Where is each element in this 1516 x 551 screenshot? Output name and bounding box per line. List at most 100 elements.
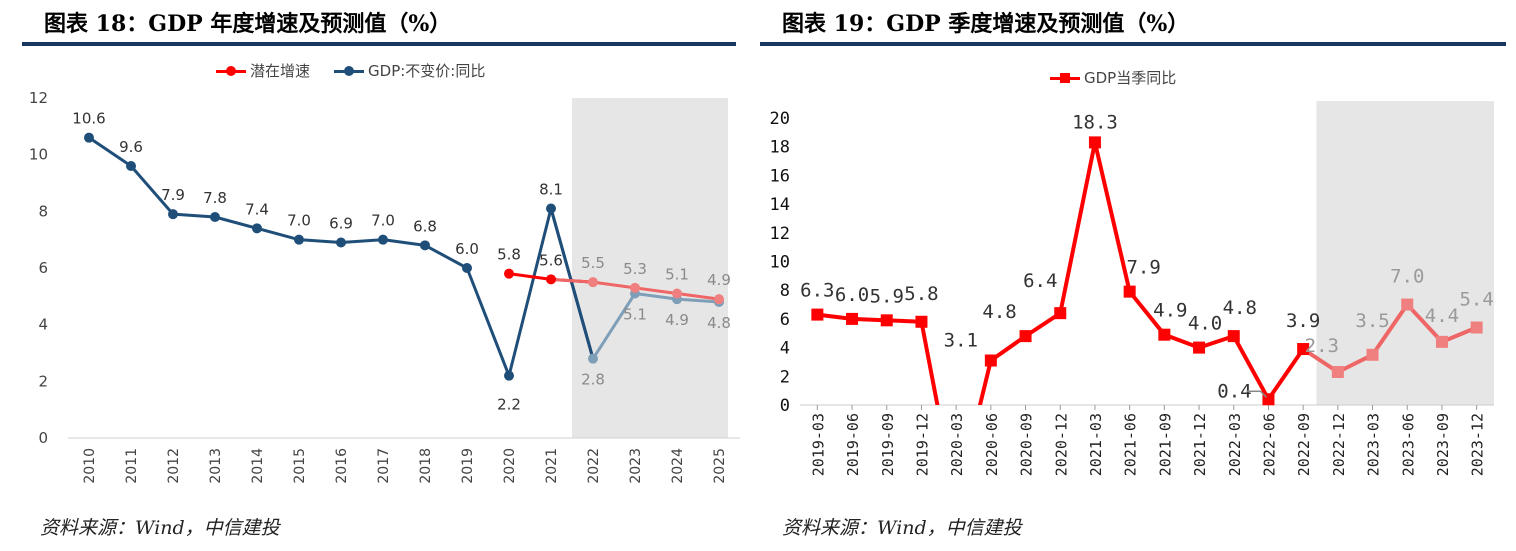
legend-label-gdp-quarterly: GDP当季同比 [1084, 69, 1177, 87]
potential-growth-data-label: 5.8 [497, 246, 521, 264]
x-tick-label: 2024 [670, 448, 686, 484]
x-tick-label: 2016 [334, 448, 350, 484]
x-tick-label: 2022-12 [1330, 413, 1348, 476]
gdp-quarterly-data-label: 4.8 [1223, 297, 1257, 319]
gdp-quarterly-point [1019, 330, 1032, 343]
gdp-quarterly-data-label: 7.0 [1390, 266, 1424, 288]
x-tick-label: 2022 [586, 448, 602, 484]
gdp-yoy-forecast-segment [591, 292, 637, 360]
potential-growth-line-segment [508, 272, 552, 281]
gdp-quarterly-line-segment [1266, 347, 1305, 401]
forecast-shade [1316, 101, 1494, 405]
x-tick-label: 2021-06 [1122, 413, 1140, 476]
gdp-quarterly-line-segment [1405, 303, 1444, 344]
gdp-yoy-point [252, 223, 262, 234]
gdp-quarterly-line-segment [1058, 141, 1097, 314]
legend-label-gdp-yoy: GDP:不变价:同比 [368, 62, 486, 80]
gdp-yoy-data-label: 2.8 [581, 371, 605, 389]
gdp-quarterly-data-label: 2.3 [1305, 335, 1339, 357]
potential-growth-point [672, 288, 682, 299]
gdp-quarterly-data-label: 7.9 [1126, 257, 1160, 279]
y-tick-label: 12 [29, 89, 48, 107]
gdp-yoy-data-label: 7.4 [245, 200, 269, 218]
x-tick-label: 2019-03 [809, 413, 827, 476]
gdp-yoy-point [462, 263, 472, 273]
gdp-quarterly-data-label: 4.8 [982, 301, 1016, 323]
potential-growth-data-label: 5.5 [581, 254, 605, 272]
gdp-quarterly-line-segment [1128, 290, 1166, 336]
gdp-quarterly-point [1297, 343, 1310, 356]
chart-title-quarterly: 图表 19：GDP 季度增速及预测值（%） [782, 11, 1190, 37]
x-tick-label: 2019-09 [879, 413, 897, 476]
gdp-yoy-point [546, 203, 556, 214]
gdp-quarterly-data-label: 6.3 [800, 280, 834, 302]
potential-growth-data-label: 5.3 [623, 260, 647, 278]
x-tick-label: 2021-09 [1156, 413, 1174, 476]
x-tick-label: 2023 [628, 448, 644, 484]
legend-item-gdp-yoy: GDP:不变价:同比 [334, 60, 485, 81]
gdp-yoy-line-segment [549, 208, 595, 360]
x-tick-label: 2025 [712, 448, 728, 484]
gdp-yoy-data-label: 4.9 [665, 311, 689, 329]
potential-growth-data-label: 5.6 [539, 251, 563, 269]
potential-growth-point [630, 282, 640, 293]
x-tick-label: 2021 [544, 448, 560, 484]
gdp-quarterly-point [1470, 321, 1483, 334]
potential-growth-forecast-segment [676, 292, 720, 301]
potential-growth-data-label: 4.9 [707, 271, 731, 289]
gdp-yoy-point [588, 353, 598, 364]
gdp-quarterly-data-label: 6.0 [835, 284, 869, 306]
gdp-quarterly-point [1088, 136, 1101, 149]
gdp-yoy-line-segment [340, 238, 384, 244]
gdp-yoy-data-label: 6.9 [329, 215, 353, 233]
gdp-yoy-data-label: 8.1 [539, 181, 563, 199]
gdp-quarterly-data-label: 3.9 [1286, 310, 1320, 332]
x-tick-label: 2020-12 [1052, 413, 1070, 476]
source-note-right: 资料来源：Wind，中信建投 [782, 517, 1022, 539]
gdp-yoy-line-segment [382, 238, 426, 247]
potential-growth-forecast-segment [592, 280, 636, 290]
x-tick-label: 2020-03 [948, 413, 966, 476]
y-tick-label: 10 [29, 146, 48, 164]
gdp-yoy-line-segment [256, 226, 300, 242]
gdp-yoy-data-label: 2.2 [497, 396, 521, 414]
gdp-yoy-line-segment [424, 244, 468, 270]
gdp-yoy-data-label: 5.1 [623, 306, 647, 324]
gdp-yoy-line-segment [88, 136, 132, 168]
gdp-yoy-point [294, 234, 304, 245]
gdp-yoy-data-label: 7.0 [287, 212, 311, 230]
annual-gdp-panel: 图表 18：GDP 年度增速及预测值（%） 0 2 4 6 8 10 12 2010 2011 2… [22, 11, 740, 539]
y-tick-label: 2 [38, 372, 48, 390]
gdp-yoy-data-label: 7.8 [203, 189, 227, 207]
gdp-yoy-data-label: 9.6 [119, 138, 143, 156]
legend-swatch-navy-circle [334, 64, 365, 78]
legend-swatch-red-square [1050, 71, 1080, 85]
gdp-quarterly-point [1227, 330, 1240, 343]
x-tick-label: 2011 [124, 448, 140, 484]
gdp-quarterly-data-label: 3.5 [1355, 310, 1389, 332]
legend-item-gdp-quarterly: GDP当季同比 [1050, 67, 1176, 88]
y-tick-label: 10 [770, 253, 790, 273]
gdp-yoy-point [210, 212, 220, 222]
x-tick-label: 2022-06 [1260, 413, 1278, 476]
y-tick-label: 12 [770, 224, 790, 244]
x-tick-label: 2015 [292, 448, 308, 484]
potential-growth-forecast-segment [550, 277, 594, 284]
annual-gdp-chart: 0 2 4 6 8 10 12 2010 2011 2012 2013 2014 2015 2016 201… [29, 89, 740, 484]
gdp-quarterly-point [1054, 307, 1067, 320]
potential-growth-point [546, 274, 556, 285]
x-tick-label: 2020-06 [983, 413, 1001, 476]
legend-item-potential-growth: 潜在增速 [216, 60, 310, 81]
x-tick-label: 2018 [418, 448, 434, 484]
gdp-quarterly-line-segment [1231, 335, 1271, 401]
potential-growth-point [504, 268, 514, 279]
y-tick-label: 4 [780, 339, 790, 359]
gdp-quarterly-point [1123, 285, 1136, 298]
gdp-quarterly-point [880, 314, 893, 327]
gdp-quarterly-point [1158, 328, 1171, 341]
gdp-yoy-forecast-segment [634, 292, 678, 301]
x-tick-label: 2023-09 [1434, 413, 1452, 476]
label-leader-line [1246, 390, 1267, 398]
gdp-yoy-forecast-segment [676, 297, 720, 304]
gdp-quarterly-data-label: 5.4 [1459, 289, 1493, 311]
